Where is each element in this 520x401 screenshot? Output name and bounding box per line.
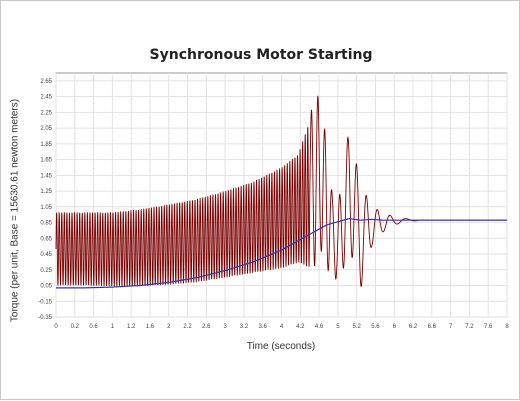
chart-title: Synchronous Motor Starting [149,47,373,63]
y-tick-label: 2.65 [40,79,52,85]
x-tick-label: 3.6 [259,324,268,330]
x-tick-label: 2.2 [183,324,192,330]
y-tick-label: 2.05 [40,126,52,132]
y-tick-label: 0.45 [40,252,52,258]
load-line [56,217,507,289]
y-tick-label: 0.25 [40,268,52,274]
x-tick-label: 0.6 [89,324,98,330]
x-tick-label: 2.6 [202,324,211,330]
x-tick-label: 5 [336,324,340,330]
y-axis-ticks: -0.35 -0.15 0.05 0.25 0.45 0.65 0.85 1.05 1.25 1.… [38,79,52,321]
x-tick-label: 6.6 [428,324,437,330]
x-tick-label: 6.2 [409,324,418,330]
x-tick-label: 4 [280,324,284,330]
y-tick-label: 1.45 [40,173,52,179]
x-tick-label: 7.6 [484,324,493,330]
y-tick-label: 0.85 [40,221,52,227]
y-tick-label: 2.45 [40,95,52,101]
x-tick-label: 5.2 [352,324,361,330]
x-tick-label: 2 [167,324,171,330]
x-tick-label: 4.6 [315,324,324,330]
x-tick-label: 1.6 [146,324,155,330]
y-tick-label: -0.15 [38,299,52,305]
x-axis-ticks: 0 0.2 0.6 1 1.2 1.6 2 2.2 2.6 3 3.2 3.6 4 4.2 4.6 5 5.2 5… [54,324,509,330]
load-torque-series [56,217,507,289]
x-tick-label: 1.2 [127,324,136,330]
x-tick-label: 5.6 [371,324,380,330]
x-axis-label: Time (seconds) [246,341,316,352]
y-tick-label: 1.25 [40,189,52,195]
y-tick-label: 1.05 [40,205,52,211]
y-tick-label: 0.05 [40,284,52,290]
y-tick-label: 1.85 [40,142,52,148]
y-tick-label: -0.35 [38,315,52,321]
x-tick-label: 3 [223,324,227,330]
x-tick-label: 0 [54,324,58,330]
x-tick-label: 4.2 [296,324,305,330]
x-tick-label: 6 [393,324,397,330]
y-tick-label: 2.25 [40,110,52,116]
x-tick-label: 0.2 [71,324,80,330]
x-tick-label: 7 [449,324,453,330]
y-tick-label: 1.65 [40,158,52,164]
x-tick-label: 7.2 [465,324,474,330]
y-axis-label: Torque (per unit, Base = 15630.61 newton… [9,98,21,323]
x-tick-label: 3.2 [240,324,249,330]
x-tick-label: 8 [505,324,509,330]
y-tick-label: 0.65 [40,236,52,242]
x-tick-label: 1 [111,324,115,330]
